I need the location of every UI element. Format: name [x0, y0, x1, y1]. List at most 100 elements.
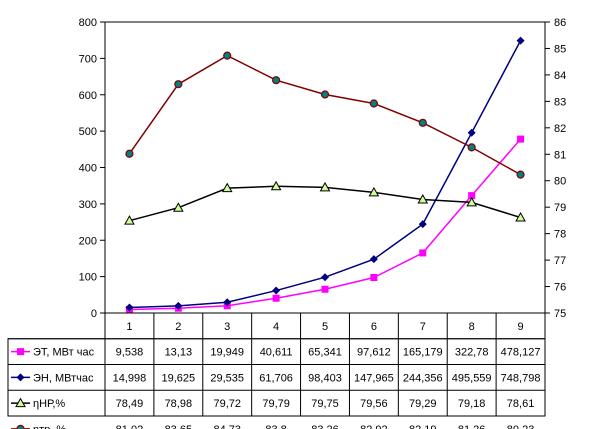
chart-axes: 0 100 200 300 400 500 600 700 800 75 76 77 78 79 80 81 8… [79, 17, 567, 320]
series-1-point [174, 301, 183, 310]
table-cell-value: 82,92 [360, 424, 388, 429]
series-3-point [125, 149, 134, 158]
table-cell-value: 82,19 [409, 424, 437, 429]
x-tick-label: 3 [224, 321, 230, 333]
series-3-point [174, 80, 183, 89]
y-right-tick-label: 85 [554, 43, 566, 55]
x-tick-label: 2 [175, 321, 181, 333]
table-cell-value: 78,61 [507, 398, 535, 410]
table-cell-value: 83,8 [265, 424, 286, 429]
plot-area [104, 21, 546, 314]
y-left-tick-label: 0 [91, 308, 97, 320]
table-cell-value: 478,127 [501, 347, 541, 359]
series-1-point [321, 273, 329, 282]
series-1-point [467, 128, 476, 137]
y-right-tick-label: 77 [554, 255, 566, 267]
y-left-tick-label: 300 [79, 199, 97, 211]
table-cell-value: 9,538 [116, 347, 144, 359]
series-0-point [517, 135, 525, 143]
y-left-tick-label: 600 [79, 90, 97, 102]
chart-series [124, 36, 526, 314]
series-2-point [319, 181, 331, 192]
series-1-point [516, 36, 525, 45]
series-2-point [417, 193, 429, 204]
series-3-point [320, 90, 330, 99]
x-tick-label: 6 [371, 321, 377, 333]
series-3-point [369, 99, 378, 108]
table-cell-value: 14,998 [113, 372, 147, 384]
table-cell-value: 78,49 [116, 398, 144, 410]
series-line-2 [129, 185, 521, 222]
series-0-point [419, 249, 427, 257]
y-right-tick-label: 80 [554, 176, 566, 188]
table-cell-value: 19,625 [162, 372, 196, 384]
series-2-point [368, 186, 380, 197]
series-3-point [467, 143, 476, 152]
table-cell-value: 83,65 [165, 424, 193, 429]
x-tick-label: 8 [469, 321, 475, 333]
y-left-tick-label: 200 [79, 235, 97, 247]
series-line-3 [128, 54, 521, 176]
series-1-point [125, 303, 134, 312]
y-right-tick-label: 82 [554, 123, 566, 135]
y-right-tick-label: 86 [554, 17, 566, 29]
series-2-point [466, 196, 478, 207]
table-cell-value: 80,23 [507, 424, 535, 429]
x-tick-label: 4 [273, 321, 279, 333]
x-tick-label: 7 [420, 321, 426, 333]
table-cell-value: 83,26 [311, 424, 339, 429]
table-cell-value: 81,26 [458, 424, 486, 429]
table-cell-value: 495,559 [452, 372, 492, 384]
series-0-point [468, 192, 476, 200]
series-2-point [172, 202, 184, 212]
legend-key-marker-0 [17, 348, 24, 356]
table-cell-value: 79,56 [360, 398, 388, 410]
table-cell-value: 165,179 [403, 347, 443, 359]
series-3-point [272, 76, 281, 85]
y-right-tick-label: 76 [554, 282, 566, 294]
y-right-tick-label: 83 [554, 96, 566, 108]
table-cell-value: 40,611 [260, 347, 293, 359]
legend-key-marker-1 [16, 373, 25, 382]
table-cell-value: 19,949 [210, 347, 244, 359]
x-tick-label: 9 [517, 321, 523, 333]
legend-label-3: ηтр, % [33, 424, 66, 429]
legend-key-marker-3 [16, 424, 25, 429]
x-tick-label: 1 [126, 321, 132, 333]
y-right-tick-label: 78 [554, 229, 566, 241]
table-cell-value: 79,72 [213, 398, 241, 410]
table-cell-value: 97,612 [357, 347, 391, 359]
series-1-point [223, 298, 232, 307]
series-1-point [369, 255, 378, 264]
table-cell-value: 79,75 [311, 398, 339, 410]
table-cell-value: 79,29 [409, 398, 437, 410]
y-right-tick-label: 81 [554, 149, 566, 161]
data-table: 1 2 3 4 5 6 7 8 9 ЭТ, МВт час 9,538 13,13 19,949 40,6… [7, 312, 546, 429]
series-2-point [270, 180, 282, 191]
table-cell-value: 81,02 [116, 424, 144, 429]
table-cell-value: 61,706 [259, 372, 293, 384]
legend-label-0: ЭТ, МВт час [33, 347, 95, 359]
y-right-tick-label: 79 [554, 202, 566, 214]
series-3-point [418, 118, 427, 127]
series-line-0 [129, 138, 522, 311]
table-cell-value: 79,79 [262, 398, 290, 410]
legend-key-marker-2 [15, 397, 26, 408]
series-0-point [321, 285, 329, 293]
table-cell-value: 65,341 [308, 347, 342, 359]
series-1-point [272, 286, 281, 295]
y-left-tick-label: 400 [79, 163, 97, 175]
series-0-point [272, 294, 280, 302]
series-2-point [221, 182, 233, 193]
table-cell-value: 147,965 [354, 372, 394, 384]
table-cell-value: 244,356 [403, 372, 443, 384]
series-1-point [418, 220, 427, 229]
table-cell-value: 322,78 [455, 347, 489, 359]
table-cell-value: 29,535 [210, 372, 244, 384]
series-0-point [370, 273, 378, 281]
y-left-tick-label: 500 [79, 126, 97, 138]
table-cell-value: 98,403 [308, 372, 342, 384]
y-left-tick-label: 100 [79, 272, 97, 284]
legend-label-1: ЭН, МВтчас [33, 372, 94, 384]
